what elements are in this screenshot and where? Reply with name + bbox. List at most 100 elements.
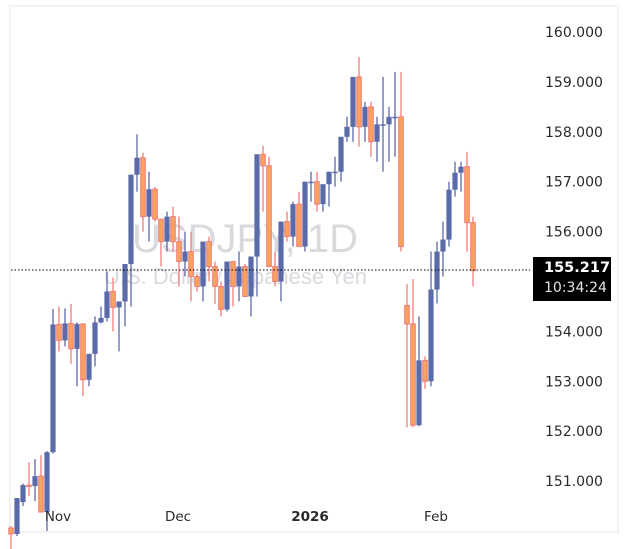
candle-body-up xyxy=(50,324,56,453)
candle-body-up xyxy=(392,116,398,119)
candle-body-down xyxy=(26,484,32,488)
candle-body-down xyxy=(422,359,428,382)
candle-body-up xyxy=(386,116,392,125)
time-tick-label: 2026 xyxy=(291,509,329,525)
candle-body-down xyxy=(398,116,404,248)
price-tick-label: 160.000 xyxy=(545,25,603,41)
candle-body-up xyxy=(452,172,458,190)
candle-body-down xyxy=(230,261,236,287)
price-tick-label: 159.000 xyxy=(545,75,603,91)
candle-body-up xyxy=(428,289,434,382)
candle-body-down xyxy=(176,241,182,263)
candle-body-down xyxy=(242,266,248,297)
candle-body-down xyxy=(404,304,410,325)
price-tick-label: 158.000 xyxy=(545,125,603,141)
time-tick-label: Dec xyxy=(165,509,191,525)
candle-body-up xyxy=(134,157,140,175)
candle-body-up xyxy=(122,264,128,302)
candle-body-up xyxy=(128,174,134,265)
candle-body-up xyxy=(92,322,98,354)
candle-body-down xyxy=(38,475,44,513)
candle-body-down xyxy=(56,323,62,341)
price-tick-label: 157.000 xyxy=(545,175,603,191)
watermark-title: USDJPY, 1D xyxy=(132,217,358,261)
candle-body-up xyxy=(446,189,452,240)
candle-body-up xyxy=(236,266,242,287)
candle-body-down xyxy=(296,203,302,248)
candle-body-up xyxy=(308,181,314,184)
current-price-badge: 155.217 10:34:24 xyxy=(533,257,611,301)
candle-body-up xyxy=(332,171,338,174)
candle-body-down xyxy=(194,276,200,287)
candle-body-down xyxy=(284,221,290,238)
time-tick-label: Nov xyxy=(45,509,71,525)
candle-body-up xyxy=(44,452,50,513)
price-tick-label: 156.000 xyxy=(545,225,603,241)
price-tick-label: 153.000 xyxy=(545,374,603,390)
candle-body-down xyxy=(206,241,212,268)
current-price-label: 155.217 xyxy=(544,260,611,276)
candles-layer xyxy=(8,56,476,549)
candle-body-down xyxy=(68,322,74,350)
candle-body-down xyxy=(470,222,476,272)
candle-body-up xyxy=(434,251,440,290)
candle-body-up xyxy=(98,317,104,323)
candle-body-up xyxy=(320,184,326,205)
candle-body-up xyxy=(20,485,26,503)
candle-body-down xyxy=(314,181,320,205)
price-tick-label: 152.000 xyxy=(545,424,603,440)
candle-body-down xyxy=(152,188,158,220)
price-tick-label: 151.000 xyxy=(545,474,603,490)
candle-body-up xyxy=(182,251,188,262)
candle-body-up xyxy=(116,301,122,308)
candle-body-down xyxy=(464,166,470,224)
candle-body-up xyxy=(440,239,446,252)
candle-body-down xyxy=(80,323,86,381)
price-axis[interactable]: 160.000 159.000 158.000 157.000 156.000 154.0… xyxy=(545,25,603,490)
candle-body-up xyxy=(32,476,38,487)
candle-body-up xyxy=(326,171,332,185)
candle-body-up xyxy=(350,76,356,127)
candle-body-down xyxy=(410,323,416,426)
candle-body-up xyxy=(74,323,80,349)
candle-body-up xyxy=(290,204,296,237)
candle-body-up xyxy=(344,126,350,137)
candle-body-down xyxy=(218,285,224,310)
price-tick-label: 154.000 xyxy=(545,324,603,340)
candle-body-down xyxy=(272,266,278,282)
candle-body-down xyxy=(260,153,266,167)
time-axis[interactable]: Nov Dec 2026 Feb xyxy=(45,509,448,525)
candle-body-up xyxy=(146,189,152,217)
candle-body-down xyxy=(170,216,176,243)
candle-body-up xyxy=(278,221,284,282)
candle-body-up xyxy=(62,323,68,341)
candle-body-down xyxy=(140,157,146,218)
candle-body-up xyxy=(200,241,206,287)
candle-body-down xyxy=(158,218,164,243)
time-tick-label: Feb xyxy=(424,509,448,525)
candle-body-up xyxy=(458,166,464,173)
candle-body-down xyxy=(8,527,14,535)
candle-body-up xyxy=(302,181,308,247)
candle-body-up xyxy=(248,256,254,297)
candle-body-up xyxy=(224,261,230,310)
candle-body-up xyxy=(14,498,20,534)
candle-body-up xyxy=(164,216,170,242)
candle-body-down xyxy=(368,106,374,143)
candle-body-down xyxy=(212,266,218,287)
candle-body-up xyxy=(104,291,110,318)
candle-body-up xyxy=(362,106,368,127)
candle-body-down xyxy=(266,165,272,268)
candle-body-down xyxy=(356,76,362,128)
candle-body-up xyxy=(374,124,380,142)
candle-body-down xyxy=(188,251,194,278)
candle-body-up xyxy=(380,124,386,126)
bar-countdown-label: 10:34:24 xyxy=(544,280,607,296)
candle-body-up xyxy=(338,136,344,172)
candle-body-up xyxy=(86,353,92,380)
candle-body-up xyxy=(416,360,422,426)
candle-body-down xyxy=(110,290,116,308)
candle-body-up xyxy=(254,154,260,257)
chart-frame xyxy=(9,5,619,533)
